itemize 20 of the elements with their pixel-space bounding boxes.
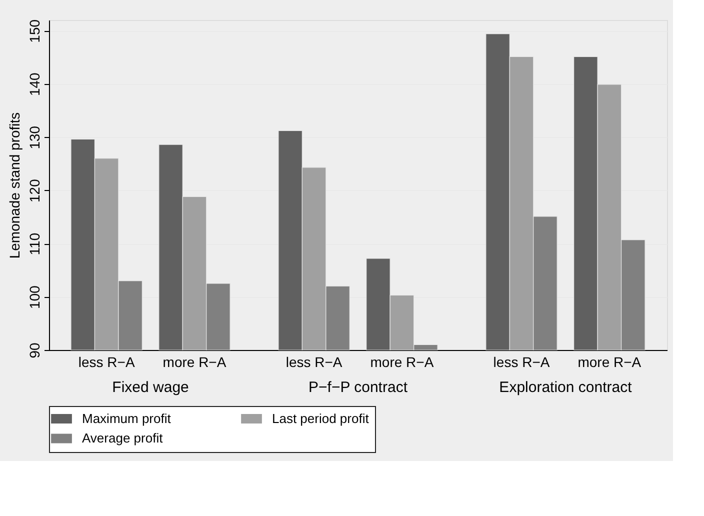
y-tick-label: 150: [26, 19, 42, 43]
legend-label: Maximum profit: [82, 410, 172, 426]
y-tick-label: 120: [26, 178, 42, 202]
y-tick-label: 100: [26, 285, 42, 309]
y-tick-label: 130: [26, 126, 42, 150]
legend-label: Average profit: [82, 430, 164, 446]
y-tick-label: 90: [26, 342, 42, 358]
y-tick-label: 140: [26, 72, 42, 96]
x-tick-label: more R−A: [162, 354, 227, 370]
x-tick-label: less R−A: [493, 354, 550, 370]
text: Fixed wage: [112, 379, 189, 396]
text: Exploration contract: [499, 379, 633, 396]
y-tick-label: 110: [26, 232, 42, 256]
x-tick-label: less R−A: [78, 354, 136, 370]
x-tick-label: more R−A: [370, 354, 434, 370]
legend-label: Last period profit: [272, 410, 370, 426]
y-axis-title: Lemonade stand profits: [6, 112, 22, 259]
x-tick-label: more R−A: [578, 354, 642, 370]
text: P−f−P contract: [308, 379, 408, 396]
x-tick-label: less R−A: [286, 354, 343, 370]
